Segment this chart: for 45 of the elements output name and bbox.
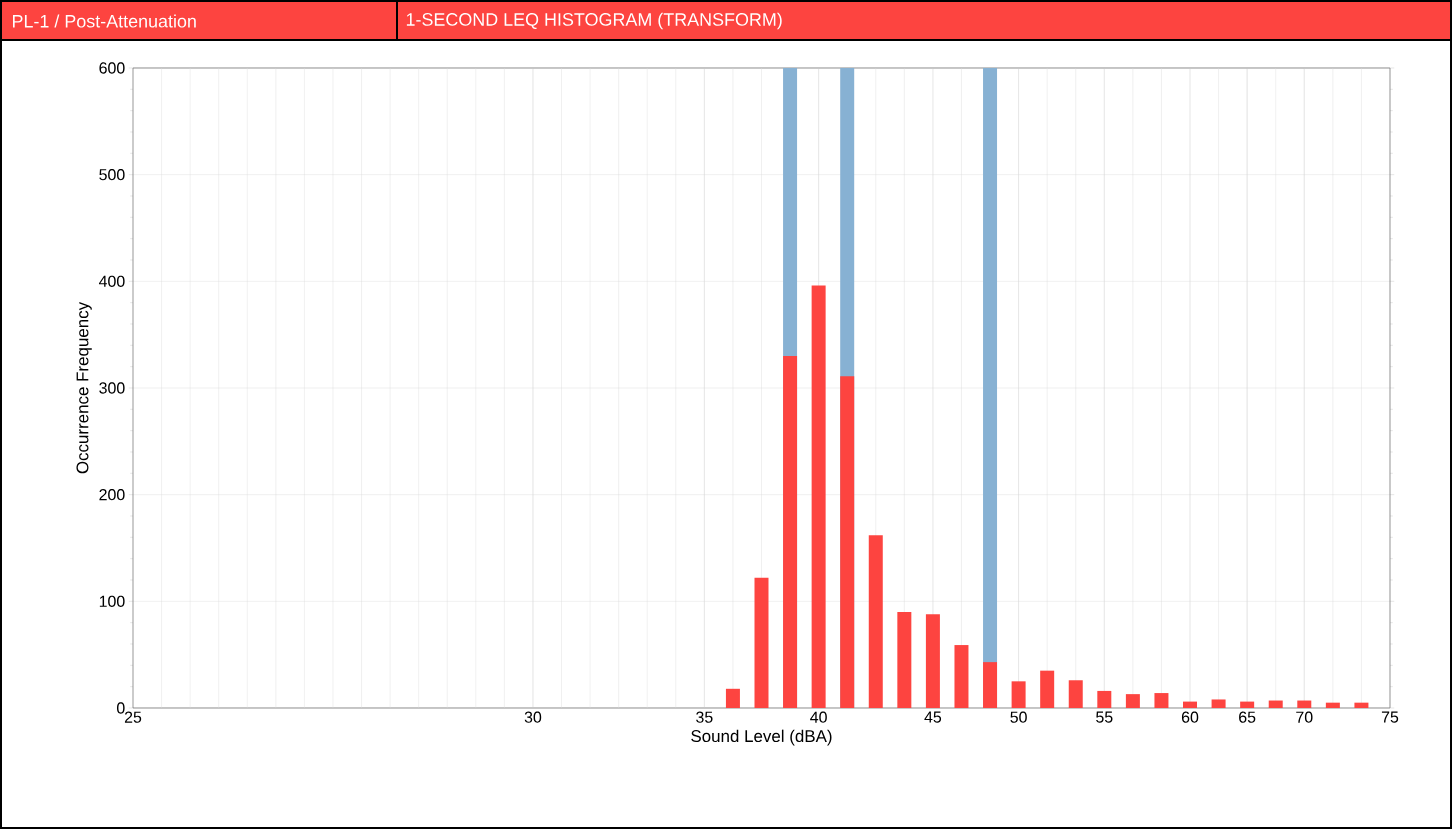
chart-title: PL-1 / Post-Attenuation [12, 14, 196, 28]
bar [1297, 700, 1312, 708]
bar [783, 355, 798, 708]
x-tick-label: 50 [1010, 711, 1027, 723]
x-tick-label: 60 [1181, 711, 1199, 723]
y-tick-label: 300 [99, 382, 125, 394]
bar [925, 614, 940, 708]
bar [1125, 694, 1140, 708]
bar [983, 662, 998, 708]
bar [754, 577, 769, 708]
bar [1325, 702, 1340, 708]
bar [897, 612, 912, 708]
y-tick-label: 0 [116, 702, 125, 714]
bar [1183, 701, 1198, 708]
chart-subtitle: 1-SECOND LEQ HISTOGRAM (TRANSFORM) [406, 12, 782, 30]
y-tick-label: 400 [98, 275, 125, 287]
bar [1154, 693, 1169, 708]
x-tick-label: 55 [1096, 711, 1113, 723]
y-axis-title: Occurrence Frequency [76, 301, 92, 474]
bar [1268, 700, 1283, 708]
x-tick-label: 40 [810, 711, 827, 723]
y-tick-label: 600 [99, 62, 125, 74]
bar [1011, 681, 1026, 708]
x-tick-label: 35 [696, 711, 713, 723]
bar [868, 535, 883, 708]
x-tick-label: 30 [524, 711, 542, 723]
bar [1354, 702, 1369, 708]
y-tick-label: 500 [99, 169, 125, 181]
y-tick-label: 200 [99, 489, 125, 501]
bar [811, 285, 826, 708]
bar [1040, 670, 1055, 708]
x-axis-title: Sound Level (dBA) [691, 729, 832, 746]
x-tick-label: 75 [1381, 711, 1399, 723]
x-tick-label: 70 [1296, 711, 1313, 723]
bar [1211, 699, 1226, 708]
bar [725, 688, 740, 708]
x-tick-label: 25 [124, 711, 142, 723]
bar [1068, 680, 1083, 708]
bar [954, 645, 969, 708]
bar [1097, 690, 1112, 708]
y-tick-label: 100 [99, 595, 125, 607]
x-tick-label: 45 [924, 711, 942, 723]
bar [840, 376, 855, 708]
bar [1240, 701, 1255, 708]
x-tick-label: 65 [1239, 711, 1256, 723]
